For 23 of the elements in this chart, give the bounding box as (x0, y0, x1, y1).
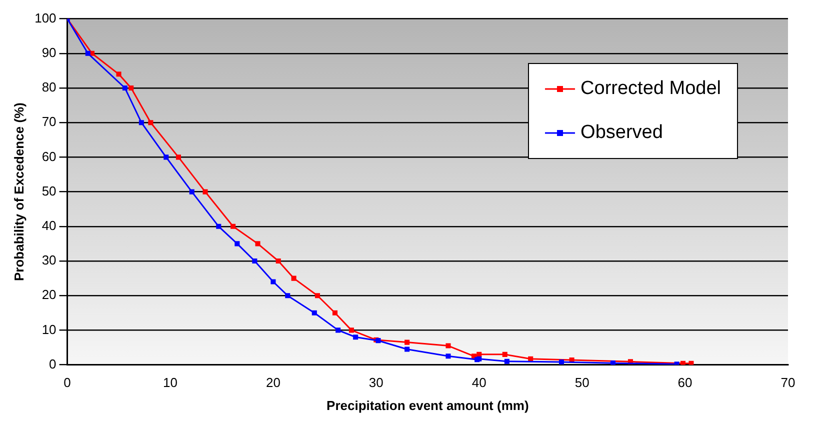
y-tick-label: 80 (42, 80, 56, 95)
x-tick-label: 70 (780, 375, 796, 390)
x-tick-label: 0 (64, 375, 71, 390)
y-tick-label: 10 (42, 322, 56, 337)
x-axis-title: Precipitation event amount (mm) (326, 398, 529, 413)
y-tick-label: 100 (34, 10, 56, 26)
x-tick-label: 50 (574, 375, 590, 390)
y-tick-label: 50 (42, 183, 56, 198)
y-tick-label: 70 (42, 114, 56, 130)
y-tick-label: 30 (42, 252, 56, 268)
y-tick-label: 20 (42, 287, 56, 302)
x-tick-label: 40 (472, 375, 486, 390)
legend-label: Corrected Model (580, 78, 721, 100)
legend-label: Observed (580, 122, 663, 144)
x-tick-label: 20 (266, 375, 280, 390)
x-tick-label: 10 (163, 375, 178, 390)
y-tick-label: 40 (42, 218, 56, 233)
y-axis-title: Probability of Excedence (%) (11, 102, 26, 282)
y-tick-label: 90 (42, 44, 56, 60)
x-tick-label: 30 (368, 375, 384, 390)
y-tick-label: 0 (49, 356, 56, 372)
y-tick-label: 60 (42, 148, 56, 164)
x-tick-label: 60 (678, 375, 692, 390)
